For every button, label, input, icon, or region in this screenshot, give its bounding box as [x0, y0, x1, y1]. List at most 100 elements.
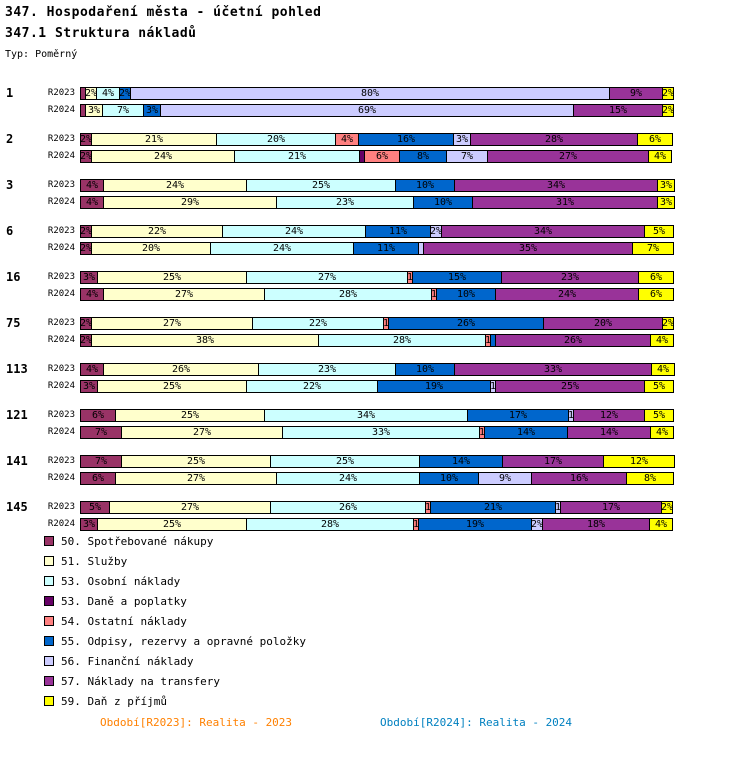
legend-label: 59. Daň z příjmů — [61, 694, 167, 708]
segment-value-label: 27% — [174, 288, 194, 300]
segment-value-label: 4% — [655, 334, 669, 346]
legend-label: 53. Daně a poplatky — [61, 594, 187, 608]
chart-group-3: 3 R2023 4% 24% 25% 10% 34% 3% R2024 4% 29% 23% 10% 31… — [6, 179, 680, 213]
bar-row: R2024 3% 25% 22% 19% 1 25% 5% — [36, 380, 680, 393]
year-label: R2024 — [47, 105, 75, 115]
legend-label: 56. Finanční náklady — [61, 654, 194, 668]
bar-segment-55: 10% — [395, 363, 455, 376]
bar-row: R2024 7% 27% 33% 1 14% 14% 4% — [36, 426, 680, 439]
segment-value-label: 6% — [649, 271, 663, 283]
bar-segment-53o: 26% — [270, 501, 426, 514]
bar-row: R2023 4% 26% 23% 10% 33% 4% — [36, 363, 680, 376]
segment-value-label: 10% — [415, 363, 435, 375]
stacked-bar: 2% 27% 22% 1 26% 20% 2% — [80, 317, 680, 330]
bar-segment-53o: 20% — [216, 133, 336, 146]
segment-value-label: 6% — [649, 288, 663, 300]
bar-row: R2023 7% 25% 25% 14% 17% 12% — [36, 455, 680, 468]
group-label: 141 — [6, 454, 28, 468]
segment-value-label: 16% — [569, 472, 589, 484]
year-label: R2024 — [47, 289, 75, 299]
bar-segment-53o: 34% — [264, 409, 468, 422]
segment-value-label: 33% — [543, 363, 563, 375]
stacked-bar: 7% 27% 33% 1 14% 14% 4% — [80, 426, 680, 439]
bar-row: R2023 2% 22% 24% 11% 2% 34% 5% — [36, 225, 680, 238]
bar-segment-59: 7% — [632, 242, 674, 255]
segment-value-label: 34% — [546, 179, 566, 191]
year-label: R2023 — [47, 502, 75, 512]
stacked-bar: 2% 22% 24% 11% 2% 34% 5% — [80, 225, 680, 238]
stacked-bar: 2% 20% 24% 11% 35% 7% — [80, 242, 680, 255]
year-label: R2024 — [47, 335, 75, 345]
segment-value-label: 19% — [424, 380, 444, 392]
segment-value-label: 3% — [82, 380, 96, 392]
chart-group-75: 75 R2023 2% 27% 22% 1 26% 20% 2% R2024 2% 38% 28% 1 26… — [6, 317, 680, 351]
legend-label: 54. Ostatní náklady — [61, 614, 187, 628]
bar-segment-51: 25% — [97, 271, 247, 284]
bar-segment-59: 3% — [657, 179, 675, 192]
stacked-bar: 2% 4% 2% 80% 9% 2% — [80, 87, 680, 100]
bar-segment-51: 27% — [109, 501, 271, 514]
bar-segment-51: 3% — [85, 104, 103, 117]
segment-value-label: 6% — [91, 409, 105, 421]
bar-segment-55: 10% — [413, 196, 473, 209]
legend-item: 51. Služby — [44, 551, 306, 571]
segment-value-label: 3% — [659, 196, 673, 208]
bar-segment-59: 5% — [644, 225, 674, 238]
segment-value-label: 27% — [558, 150, 578, 162]
year-label: R2024 — [47, 427, 75, 437]
year-label: R2024 — [47, 243, 75, 253]
segment-value-label: 4% — [654, 518, 668, 530]
year-label: R2023 — [47, 226, 75, 236]
bar-segment-56: 9% — [478, 472, 532, 485]
legend-swatch-56 — [44, 656, 54, 666]
legend-label: 57. Náklady na transfery — [61, 674, 220, 688]
bar-segment-51: 21% — [91, 133, 217, 146]
bar-segment-59: 6% — [638, 271, 674, 284]
legend-swatch-55 — [44, 636, 54, 646]
segment-value-label: 35% — [518, 242, 538, 254]
stacked-bar: 3% 7% 3% 69% 15% 2% — [80, 104, 680, 117]
bar-segment-55: 19% — [418, 518, 532, 531]
legend-item: 56. Finanční náklady — [44, 651, 306, 671]
segment-value-label: 17% — [601, 501, 621, 513]
bar-row: R2023 2% 21% 20% 4% 16% 3% 28% 6% — [36, 133, 680, 146]
bar-segment-53o: 7% — [102, 104, 144, 117]
segment-value-label: 34% — [356, 409, 376, 421]
bar-segment-50: 7% — [80, 426, 122, 439]
segment-value-label: 2% — [661, 317, 675, 329]
year-label: R2023 — [47, 272, 75, 282]
segment-value-label: 4% — [653, 150, 667, 162]
bar-segment-57: 34% — [454, 179, 658, 192]
group-label: 16 — [6, 270, 21, 284]
segment-value-label: 14% — [599, 426, 619, 438]
report-title: 347. Hospodaření města - účetní pohled — [5, 5, 322, 20]
chart-group-2: 2 R2023 2% 21% 20% 4% 16% 3% 28% 6% R2024 2% 24% 21% 6… — [6, 133, 680, 167]
group-rows: R2023 3% 25% 27% 1 15% 23% 6% R2024 4% 27% 28% 1 10% 2… — [36, 271, 680, 305]
segment-value-label: 33% — [371, 426, 391, 438]
bar-segment-53o: 4% — [96, 87, 120, 100]
segment-value-label: 17% — [508, 409, 528, 421]
segment-value-label: 21% — [483, 501, 503, 513]
group-label: 2 — [6, 132, 14, 146]
segment-value-label: 3% — [455, 133, 469, 145]
segment-value-label: 21% — [144, 133, 164, 145]
legend-label: 51. Služby — [61, 554, 128, 568]
segment-value-label: 7% — [94, 426, 108, 438]
bar-segment-57: 18% — [542, 518, 650, 531]
legend-swatch-54 — [44, 616, 54, 626]
legend-item: 54. Ostatní náklady — [44, 611, 306, 631]
bar-segment-57: 34% — [441, 225, 645, 238]
bar-segment-53o: 24% — [222, 225, 366, 238]
bar-segment-53o: 33% — [282, 426, 480, 439]
bar-segment-59: 2% — [661, 501, 673, 514]
bar-segment-53o: 24% — [276, 472, 420, 485]
stacked-bar: 6% 27% 24% 10% 9% 16% 8% — [80, 472, 680, 485]
bar-segment-57: 26% — [495, 334, 651, 347]
segment-value-label: 17% — [543, 455, 563, 467]
segment-value-label: 10% — [415, 179, 435, 191]
bar-segment-51: 27% — [115, 472, 277, 485]
stacked-bar: 6% 25% 34% 17% 1 12% 5% — [80, 409, 680, 422]
segment-value-label: 7% — [646, 242, 660, 254]
bar-segment-51: 26% — [103, 363, 259, 376]
segment-value-label: 3% — [82, 271, 96, 283]
